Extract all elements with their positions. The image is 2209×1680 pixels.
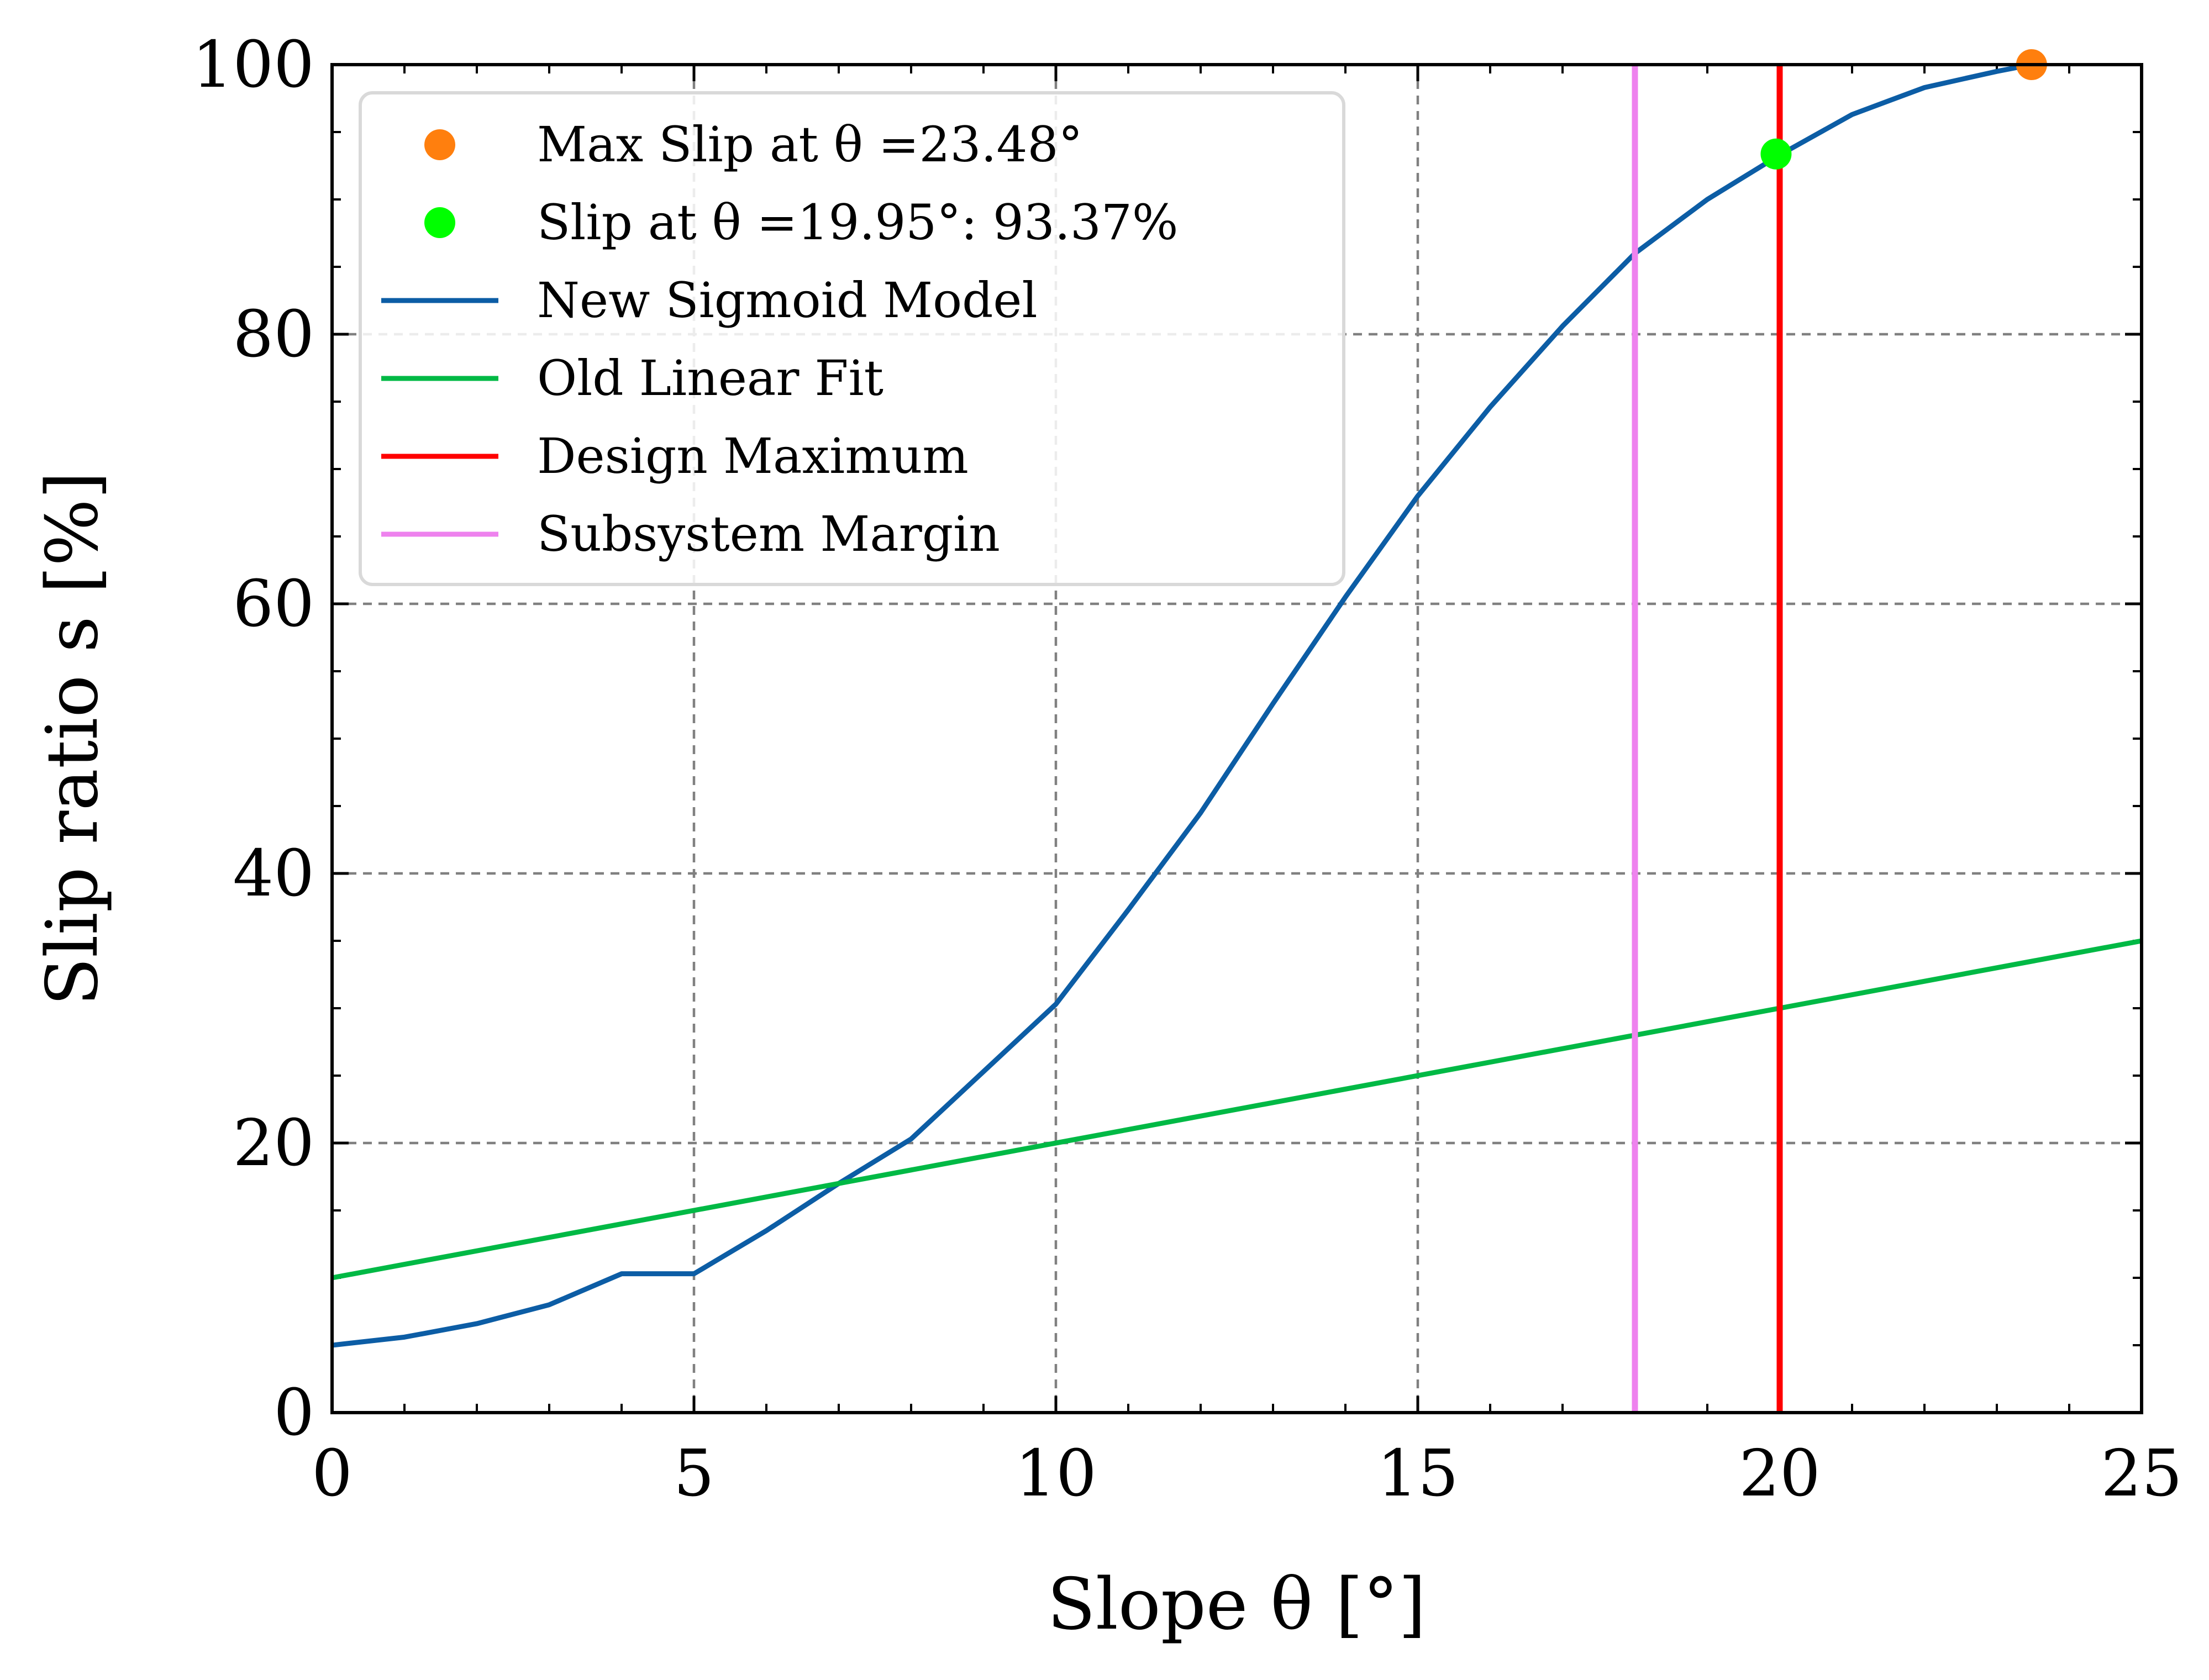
y-tick-label: 0 bbox=[274, 1376, 314, 1450]
x-tick-label: 10 bbox=[1015, 1436, 1097, 1511]
marker-points bbox=[1760, 49, 2047, 170]
legend-box bbox=[359, 91, 1345, 586]
y-axis-title: Slip ratio s [%] bbox=[31, 471, 114, 1006]
plot-frame bbox=[330, 63, 2143, 1414]
legend-label-5: Slip at θ =19.95°: 93.37% bbox=[537, 194, 1178, 251]
legend-marker-4 bbox=[424, 129, 455, 160]
x-axis-title: Slope θ [°] bbox=[1047, 1563, 1426, 1646]
legend-label-2: Design Maximum bbox=[537, 428, 969, 484]
y-tick-labels: 0 20 40 60 80 100 bbox=[192, 28, 314, 1450]
y-tick-label: 60 bbox=[233, 567, 314, 641]
legend-label-4: Max Slip at θ =23.48° bbox=[537, 116, 1082, 173]
x-tick-label: 20 bbox=[1739, 1436, 1821, 1511]
marker-point-5 bbox=[1760, 138, 1792, 170]
legend-label-1: Old Linear Fit bbox=[537, 350, 883, 407]
y-tick-label: 40 bbox=[233, 836, 314, 911]
x-tick-label: 15 bbox=[1377, 1436, 1459, 1511]
legend-label-0: New Sigmoid Model bbox=[537, 272, 1038, 329]
series-line-1 bbox=[332, 938, 2142, 1281]
legend-marker-5 bbox=[424, 207, 455, 238]
x-tick-labels: 0 5 10 15 20 25 bbox=[312, 1436, 2182, 1511]
x-tick-label: 0 bbox=[312, 1436, 353, 1511]
y-tick-label: 100 bbox=[192, 28, 314, 102]
legend-label-3: Subsystem Margin bbox=[537, 505, 1000, 562]
x-tick-label: 25 bbox=[2101, 1436, 2182, 1511]
legend: Max Slip at θ =23.48° Slip at θ =19.95°: … bbox=[359, 91, 1345, 586]
y-tick-label: 80 bbox=[233, 297, 314, 372]
y-tick-label: 20 bbox=[233, 1106, 314, 1181]
x-tick-label: 5 bbox=[674, 1436, 714, 1511]
